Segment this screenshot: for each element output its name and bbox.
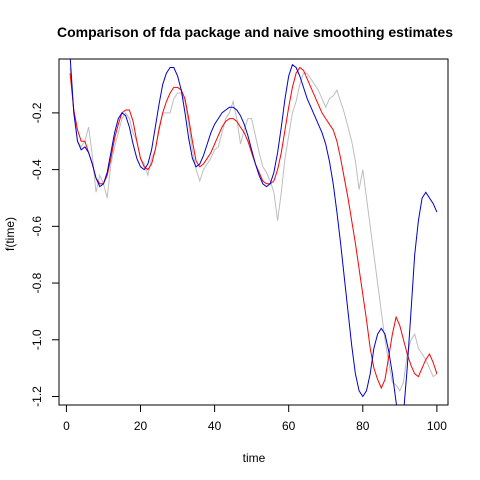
y-tick-label: -1.0 [30, 329, 44, 350]
series-line-3 [69, 59, 438, 405]
series-layer [69, 59, 438, 405]
x-tick-label: 40 [208, 419, 222, 433]
y-tick-label: -0.2 [30, 102, 44, 123]
y-axis-label: f(time) [3, 217, 17, 251]
y-tick-label: -1.2 [30, 386, 44, 407]
chart-title: Comparison of fda package and naive smoo… [57, 24, 453, 40]
x-tick-label: 100 [427, 419, 447, 433]
axes-layer: 0 20 40 60 80 100 -0.2 -0.4 -0.6 -0.8 -1.0 -1.2 [30, 102, 447, 433]
x-tick-label: 20 [134, 419, 148, 433]
x-tick-label: 60 [282, 419, 296, 433]
x-tick-label: 80 [356, 419, 370, 433]
x-tick-label: 0 [63, 419, 70, 433]
y-tick-label: -0.4 [30, 159, 44, 180]
y-tick-label: -0.6 [30, 216, 44, 237]
series-line-1 [69, 67, 438, 392]
x-axis-label: time [243, 451, 266, 465]
plot-frame [58, 58, 449, 406]
y-tick-label: -0.8 [30, 272, 44, 293]
